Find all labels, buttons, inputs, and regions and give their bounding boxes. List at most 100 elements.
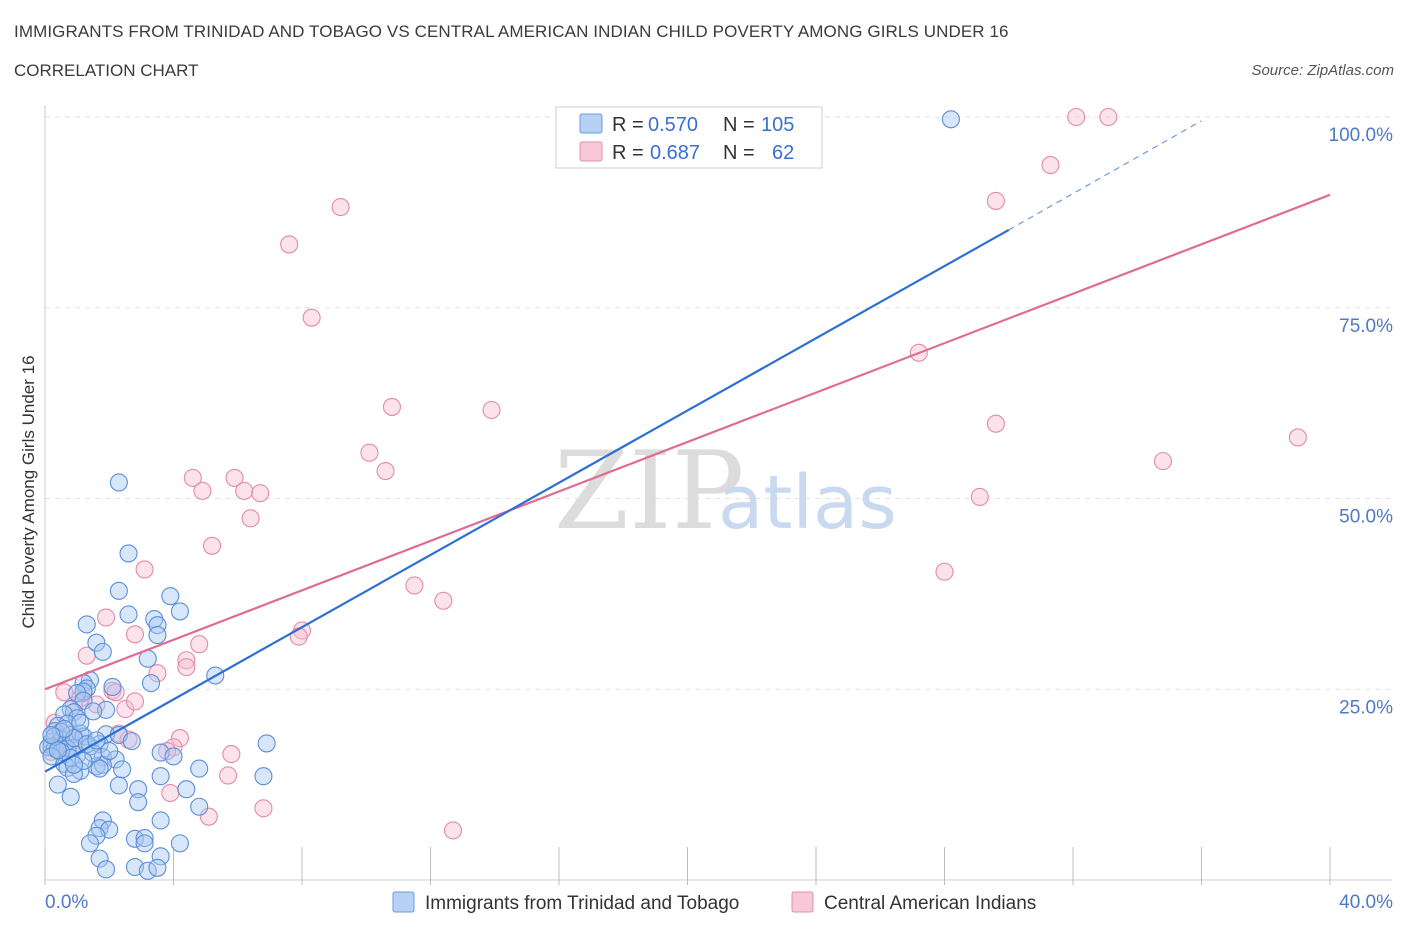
data-point-trinidad-tobago [190, 797, 209, 816]
data-point-central-american-indians [382, 397, 402, 416]
y-tick-label: 100.0% [1329, 125, 1394, 146]
data-point-central-american-indians [203, 536, 222, 555]
legend-n-label-2: N = [723, 142, 755, 164]
data-point-trinidad-tobago [119, 544, 138, 563]
bottom-legend-swatch-series1 [392, 891, 415, 913]
data-point-trinidad-tobago [170, 834, 189, 853]
data-point-central-american-indians [177, 651, 196, 670]
data-point-central-american-indians [190, 635, 209, 654]
source-credit: Source: ZipAtlas.com [1251, 62, 1394, 79]
data-point-trinidad-tobago [164, 747, 183, 766]
data-point-trinidad-tobago [257, 734, 276, 753]
data-point-trinidad-tobago [96, 860, 116, 879]
watermark: ZIP atlas [554, 429, 897, 554]
data-point-trinidad-tobago [80, 834, 100, 853]
data-point-central-american-indians [222, 745, 241, 764]
legend-n-value-2: 62 [772, 142, 794, 164]
data-point-trinidad-tobago [141, 674, 161, 693]
data-point-central-american-indians [125, 625, 144, 644]
data-point-trinidad-tobago [177, 780, 196, 799]
legend-r-label-2: R = [612, 142, 644, 164]
data-point-trinidad-tobago [151, 847, 170, 866]
data-point-central-american-indians [331, 197, 350, 217]
y-axis-label: Child Poverty Among Girls Under 16 [19, 355, 38, 628]
data-point-central-american-indians [251, 484, 270, 503]
data-point-trinidad-tobago [941, 110, 960, 129]
data-point-trinidad-tobago [74, 751, 93, 771]
data-point-trinidad-tobago [109, 473, 128, 492]
data-point-central-american-indians [1041, 156, 1060, 175]
data-point-trinidad-tobago [119, 605, 138, 624]
data-point-trinidad-tobago [93, 642, 112, 661]
x-tick-label-max: 40.0% [1339, 892, 1393, 913]
data-point-central-american-indians [405, 576, 424, 595]
data-point-trinidad-tobago [90, 759, 109, 778]
data-point-central-american-indians [1288, 428, 1307, 447]
chart-subtitle: CORRELATION CHART [14, 61, 199, 80]
data-point-central-american-indians [106, 683, 125, 702]
data-point-trinidad-tobago [151, 811, 170, 830]
data-point-trinidad-tobago [61, 787, 80, 806]
data-point-trinidad-tobago [84, 702, 103, 721]
data-point-trinidad-tobago [109, 776, 128, 795]
data-point-trinidad-tobago [148, 616, 167, 635]
data-point-central-american-indians [434, 591, 453, 610]
data-point-central-american-indians [482, 400, 501, 420]
data-point-trinidad-tobago [122, 732, 141, 751]
data-point-central-american-indians [376, 461, 395, 481]
data-point-trinidad-tobago [113, 760, 132, 779]
data-point-central-american-indians [103, 681, 122, 700]
data-point-central-american-indians [219, 766, 238, 785]
data-point-central-american-indians [254, 799, 273, 818]
data-point-central-american-indians [135, 560, 154, 579]
data-point-trinidad-tobago [68, 684, 87, 703]
grid-layer [45, 116, 1392, 690]
data-point-trinidad-tobago [138, 861, 157, 880]
data-point-central-american-indians [55, 683, 74, 702]
x-tick-label-min: 0.0% [45, 892, 88, 913]
legend-r-label-1: R = [612, 114, 644, 136]
tick-labels: 25.0% 50.0% 75.0% 100.0% 0.0% 40.0% [45, 125, 1393, 913]
data-point-trinidad-tobago [90, 849, 109, 868]
data-point-central-american-indians [177, 658, 196, 677]
legend-n-label-1: N = [723, 114, 755, 136]
data-point-central-american-indians [443, 821, 463, 840]
correlation-legend: R = 0.570 N = 105 R = 0.687 N = 62 [555, 106, 823, 169]
data-point-trinidad-tobago [42, 725, 61, 745]
legend-n-value-1: 105 [761, 114, 794, 136]
trend-line-trinidad-tobago [44, 228, 1010, 773]
data-point-central-american-indians [119, 730, 138, 749]
data-point-trinidad-tobago [48, 741, 67, 760]
series-trinidad-tobago-points [39, 110, 960, 880]
y-tick-label: 50.0% [1339, 507, 1393, 528]
bottom-legend-label-series2: Central American Indians [824, 893, 1036, 914]
data-point-trinidad-tobago [87, 633, 106, 652]
data-point-central-american-indians [199, 807, 218, 826]
data-point-central-american-indians [125, 692, 144, 711]
data-point-central-american-indians [280, 235, 299, 254]
data-point-trinidad-tobago [45, 727, 64, 746]
data-point-trinidad-tobago [135, 828, 154, 848]
bottom-legend-swatch-series2 [791, 891, 814, 913]
data-point-central-american-indians [360, 443, 379, 462]
bottom-legend-label-series1: Immigrants from Trinidad and Tobago [425, 893, 739, 914]
data-point-trinidad-tobago [190, 759, 209, 778]
data-point-central-american-indians [96, 608, 116, 627]
trend-lines [44, 120, 1331, 773]
data-point-trinidad-tobago [109, 581, 128, 600]
trend-line-central-american-indians [44, 193, 1331, 691]
legend-r-value-2: 0.687 [650, 142, 700, 164]
data-point-trinidad-tobago [103, 677, 122, 697]
data-point-trinidad-tobago [129, 793, 148, 812]
data-point-trinidad-tobago [254, 767, 273, 786]
data-point-trinidad-tobago [135, 834, 154, 853]
data-point-trinidad-tobago [129, 780, 148, 799]
legend-swatch-series2 [579, 141, 603, 162]
data-point-central-american-indians [302, 308, 321, 327]
data-point-central-american-indians [935, 562, 954, 581]
data-point-central-american-indians [148, 664, 167, 683]
data-point-central-american-indians [170, 729, 189, 748]
trend-line-trinidad-tobago-extension [1008, 120, 1202, 231]
data-point-central-american-indians [116, 700, 135, 719]
